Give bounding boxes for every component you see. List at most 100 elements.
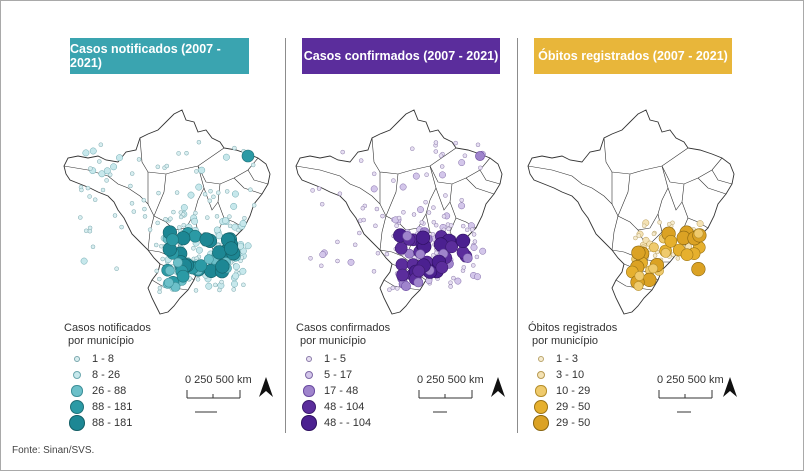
legend-title: Casos confirmados xyxy=(296,322,391,334)
symbol-small xyxy=(458,159,466,167)
symbol-small xyxy=(431,219,437,225)
legend-item: 88 - 181 xyxy=(64,415,151,431)
state-border xyxy=(615,279,653,291)
legend-label: 3 - 10 xyxy=(556,369,585,381)
state-border xyxy=(465,177,495,195)
symbol-small xyxy=(128,183,133,189)
symbol-large xyxy=(164,265,175,276)
symbol-small xyxy=(666,221,672,227)
symbol-small xyxy=(157,285,163,291)
symbol-small xyxy=(214,214,220,219)
state-border xyxy=(527,165,613,205)
symbol-small xyxy=(222,153,230,161)
symbol-small xyxy=(657,220,662,225)
map-legend: Casos notificados por município 1 - 8 8 -… xyxy=(64,322,151,431)
brazil-map xyxy=(527,109,735,315)
symbol-small xyxy=(461,265,467,270)
symbol-large xyxy=(412,264,425,278)
scale-bar: 0 250 500 km xyxy=(185,374,252,419)
symbol-small xyxy=(340,149,345,155)
symbol-small xyxy=(193,288,199,293)
symbol-small xyxy=(230,202,238,210)
symbol-small xyxy=(207,198,213,204)
symbol-small xyxy=(119,224,124,230)
state-border xyxy=(611,165,669,231)
symbol-large xyxy=(394,242,408,255)
map-legend: Óbitos registrados por município 1 - 3 3 … xyxy=(528,322,617,431)
legend-symbol xyxy=(535,385,547,397)
symbol-small xyxy=(411,212,417,217)
symbol-small xyxy=(231,280,238,288)
panel-casos-confirmados: Casos confirmados (2007 - 2021) Casos co… xyxy=(280,0,540,440)
symbol-small xyxy=(337,191,343,196)
symbol-small xyxy=(141,197,147,203)
symbol-small xyxy=(129,201,135,206)
panel-divider xyxy=(517,38,518,433)
symbol-small xyxy=(399,183,407,191)
legend-label: 88 - 181 xyxy=(92,401,133,413)
state-border xyxy=(197,157,259,185)
scale-ruler xyxy=(658,390,713,413)
symbol-small xyxy=(142,206,147,212)
legend-title: Casos notificados xyxy=(64,322,151,334)
legend-symbol xyxy=(70,400,84,414)
state-border xyxy=(379,165,437,231)
symbol-small xyxy=(352,242,358,248)
symbol-small xyxy=(633,235,638,241)
state-border xyxy=(385,173,399,217)
legend-subtitle: por município xyxy=(532,335,599,347)
symbol-small xyxy=(434,250,439,256)
scale-label: 0 250 500 km xyxy=(185,374,252,386)
symbol-small xyxy=(451,275,456,281)
legend-label: 17 - 48 xyxy=(324,385,359,397)
symbol-small xyxy=(178,214,184,220)
brazil-map xyxy=(63,109,271,315)
symbol-small xyxy=(439,164,445,169)
symbol-large xyxy=(166,233,179,246)
legend-label: 1 - 8 xyxy=(92,353,115,365)
symbol-small xyxy=(164,163,170,169)
symbol-small xyxy=(358,158,364,163)
symbol-small xyxy=(79,187,84,193)
symbol-small xyxy=(470,227,475,232)
symbol-large xyxy=(475,151,485,161)
symbol-large xyxy=(402,231,413,241)
symbol-small xyxy=(104,178,109,183)
symbol-small xyxy=(474,273,481,281)
symbol-small xyxy=(459,197,464,203)
symbol-small xyxy=(375,250,381,256)
symbol-small xyxy=(431,205,436,210)
symbol-large xyxy=(172,257,183,268)
symbol-large xyxy=(455,233,471,248)
symbol-small xyxy=(439,171,446,179)
symbol-small xyxy=(371,269,377,274)
symbol-small xyxy=(110,163,118,171)
symbol-small xyxy=(136,157,142,162)
symbol-small xyxy=(471,263,476,268)
symbol-small xyxy=(319,201,325,207)
municipality-symbols xyxy=(78,139,257,295)
state-border xyxy=(667,187,683,211)
symbol-small xyxy=(202,191,208,197)
panel-obitos-registrados: Óbitos registrados (2007 - 2021) Óbitos … xyxy=(512,0,772,440)
symbol-small xyxy=(82,149,90,157)
symbol-small xyxy=(224,189,230,194)
legend-item: 26 - 88 xyxy=(64,383,151,399)
symbol-small xyxy=(85,185,91,191)
municipality-symbols xyxy=(626,219,707,291)
symbol-small xyxy=(391,178,396,183)
symbol-small xyxy=(390,285,396,291)
symbol-large xyxy=(224,241,239,256)
symbol-small xyxy=(360,205,366,211)
symbol-small xyxy=(424,172,429,177)
symbol-small xyxy=(448,284,453,289)
symbol-small xyxy=(78,215,83,220)
symbol-small xyxy=(231,287,236,292)
symbol-small xyxy=(446,226,451,232)
legend-item: 88 - 181 xyxy=(64,399,151,415)
symbol-small xyxy=(213,226,221,234)
legend-symbol xyxy=(536,370,546,380)
symbol-small xyxy=(92,197,98,202)
symbol-small xyxy=(426,210,432,215)
legend-symbol xyxy=(306,356,312,362)
